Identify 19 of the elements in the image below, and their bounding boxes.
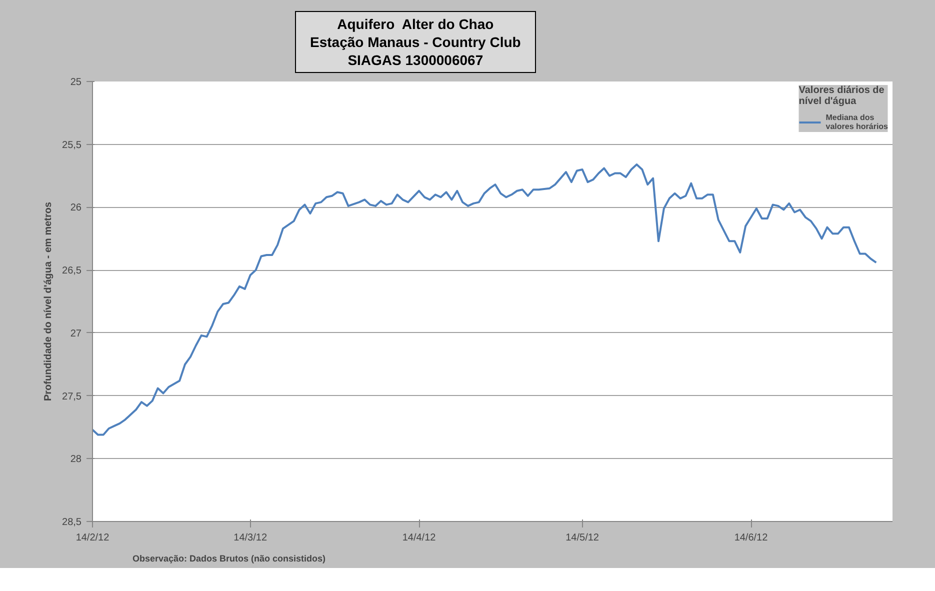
y-tick-label: 26,5 (62, 266, 82, 277)
legend-title: Valores diários de nível d'água (798, 85, 886, 107)
text: Observação: Dados Brutos (não consistidos) (132, 554, 326, 564)
y-tick-label: 26 (70, 202, 82, 214)
y-tick-label: 25,5 (62, 140, 82, 151)
x-tick-label: 14/5/12 (566, 532, 600, 544)
x-tick-label: 14/3/12 (234, 532, 268, 544)
line-series (92, 163, 878, 436)
y-axis-title: Profundidade do nível d'água - em metros (43, 202, 54, 402)
y-tick-label: 28,5 (62, 517, 82, 528)
chart-title: Aquifero Alter do Chao Estação Manaus - Country Club SIAGAS 1300006067 (295, 11, 536, 73)
y-tick-label: 27 (70, 328, 82, 340)
x-tick-label: 14/2/12 (76, 532, 110, 544)
y-tick-label: 25 (70, 77, 82, 88)
y-tick-label: 27,5 (62, 391, 82, 402)
legend-label: Mediana dos valores horários (826, 113, 888, 131)
x-tick-label: 14/4/12 (402, 532, 436, 544)
x-tick-label: 14/6/12 (734, 532, 768, 544)
y-tick-label: 28 (70, 454, 82, 466)
